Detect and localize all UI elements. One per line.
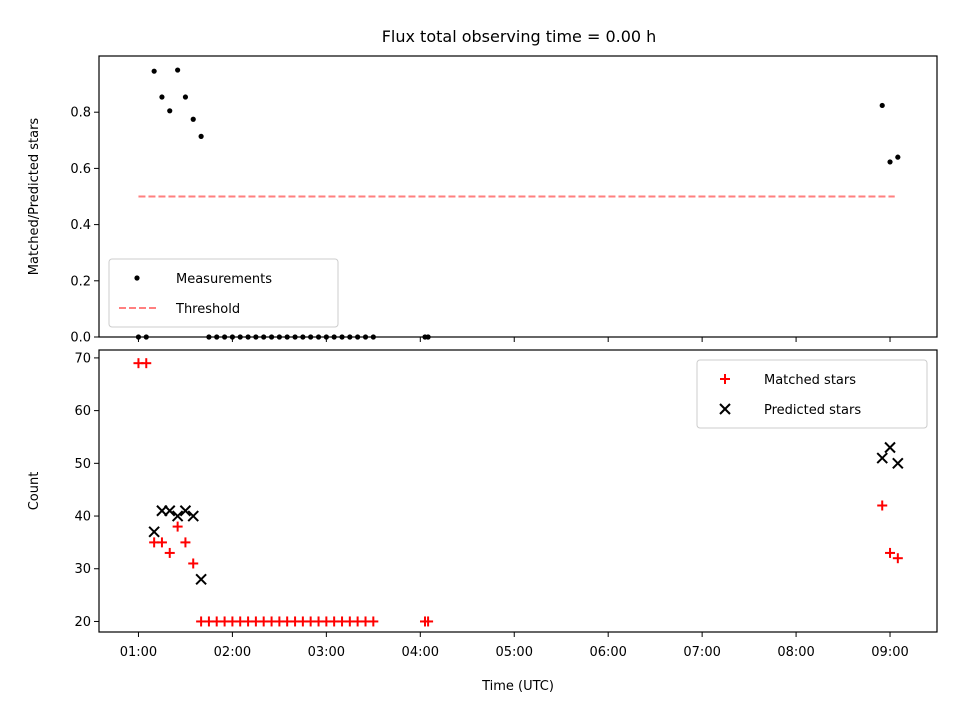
x-tick-label: 07:00 — [683, 645, 720, 660]
data-point — [895, 154, 901, 160]
data-point — [159, 94, 165, 100]
series-predicted-stars — [148, 441, 904, 585]
y-tick-label: 30 — [74, 562, 91, 577]
data-point — [187, 510, 199, 522]
data-point — [188, 558, 199, 569]
x-axis-label: Time (UTC) — [481, 679, 554, 694]
data-point — [368, 616, 379, 627]
legend: Measurements Threshold — [108, 258, 339, 328]
x-tick-label: 05:00 — [496, 645, 533, 660]
legend: Matched stars Predicted stars — [696, 359, 928, 429]
legend-label: Predicted stars — [764, 403, 861, 418]
y-tick-label: 70 — [74, 351, 91, 366]
y-tick-label: 50 — [74, 457, 91, 472]
x-tick-label: 03:00 — [308, 645, 345, 660]
data-point — [892, 457, 904, 470]
x-tick-label: 04:00 — [402, 645, 439, 660]
y-axis-label: Count — [27, 472, 42, 511]
data-point — [175, 67, 181, 73]
legend-label: Matched stars — [764, 373, 856, 388]
y-tick-label: 0.0 — [70, 331, 91, 346]
y-tick-label: 0.6 — [70, 162, 91, 177]
data-point — [892, 553, 903, 564]
data-point — [877, 500, 888, 511]
series-measurements — [135, 67, 901, 340]
data-point — [151, 68, 157, 74]
data-point — [180, 537, 191, 548]
data-point — [179, 505, 192, 517]
data-point — [164, 547, 175, 558]
data-point — [876, 452, 888, 464]
data-point — [172, 521, 183, 532]
y-tick-label: 0.2 — [70, 274, 91, 289]
data-point — [164, 505, 176, 517]
data-point — [167, 108, 173, 114]
data-point — [879, 102, 885, 109]
data-point — [141, 358, 152, 369]
count-panel: 20 30 40 50 60 70 01:00 02:00 03:00 04:00 05:00 06:… — [27, 349, 938, 694]
legend-label: Measurements — [176, 272, 272, 287]
series-matched-stars — [133, 358, 903, 627]
data-point — [423, 616, 434, 627]
axes-frame — [98, 55, 938, 338]
data-point — [148, 526, 160, 538]
legend-box — [108, 258, 339, 328]
axes-frame — [98, 349, 938, 633]
data-point — [190, 116, 196, 122]
legend-swatch — [720, 374, 730, 384]
legend-swatch — [719, 403, 731, 415]
x-tick-label: 08:00 — [777, 645, 814, 660]
y-tick-label: 20 — [74, 615, 91, 630]
chart-title: Flux total observing time = 0.00 h — [382, 27, 657, 46]
data-point — [884, 441, 896, 454]
legend-swatch — [134, 275, 140, 281]
data-point — [195, 573, 207, 585]
x-tick-label: 01:00 — [120, 645, 157, 660]
data-point — [182, 94, 189, 100]
x-tick-label: 06:00 — [589, 645, 626, 660]
data-point — [887, 159, 893, 165]
x-tick-label: 02:00 — [214, 645, 251, 660]
y-tick-label: 0.4 — [70, 218, 91, 233]
ratio-panel: 0.0 0.2 0.4 0.6 0.8 Matched/Predicted stars Me… — [27, 55, 938, 346]
data-point — [156, 537, 167, 548]
data-point — [885, 547, 896, 558]
y-tick-label: 40 — [74, 510, 91, 525]
x-tick-label: 09:00 — [871, 645, 908, 660]
data-point — [198, 133, 204, 139]
y-tick-label: 0.8 — [70, 106, 91, 121]
y-tick-label: 60 — [74, 404, 91, 419]
legend-box — [696, 359, 928, 429]
data-point — [171, 510, 184, 522]
legend-label: Threshold — [175, 302, 240, 317]
y-axis-label: Matched/Predicted stars — [27, 118, 42, 276]
